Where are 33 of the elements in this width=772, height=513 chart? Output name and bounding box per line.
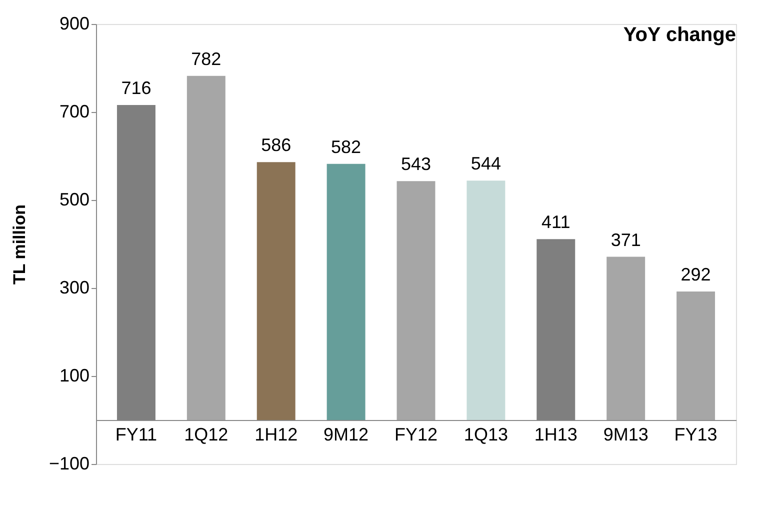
y-tick-label: −100 — [48, 454, 90, 474]
y-tick-label: 700 — [59, 102, 90, 122]
y-axis-title: TL million — [10, 204, 29, 284]
data-label: 292 — [680, 264, 711, 285]
data-label: 586 — [261, 135, 292, 156]
bar — [606, 256, 646, 420]
chart-title: YoY change — [623, 24, 736, 46]
y-tick-label: 500 — [59, 190, 90, 210]
x-tick-label: 1H13 — [534, 424, 578, 444]
data-label: 544 — [470, 154, 501, 174]
x-tick-label: 1Q13 — [464, 424, 508, 444]
x-tick-label: 9M13 — [603, 424, 648, 444]
x-tick-label: FY11 — [115, 424, 158, 444]
bar — [676, 292, 716, 420]
bar — [186, 76, 226, 420]
y-tick-label: 900 — [59, 14, 90, 34]
data-label: 782 — [191, 48, 222, 69]
data-label: 371 — [610, 230, 641, 250]
x-tick-label: 9M12 — [324, 424, 369, 444]
data-label: 582 — [331, 136, 362, 157]
data-label: 543 — [400, 154, 432, 174]
bar — [396, 181, 436, 420]
x-tick-label: 1Q12 — [184, 424, 228, 444]
bar — [466, 180, 506, 420]
x-tick-label: 1H12 — [254, 424, 298, 444]
data-label: 716 — [121, 78, 152, 98]
bar — [256, 162, 296, 420]
data-label: 411 — [542, 212, 570, 232]
y-tick-label: 300 — [59, 278, 90, 298]
bar — [326, 164, 366, 420]
x-tick-label: FY13 — [674, 424, 718, 444]
x-tick-label: FY12 — [394, 424, 438, 444]
y-tick-label: 100 — [59, 366, 90, 386]
